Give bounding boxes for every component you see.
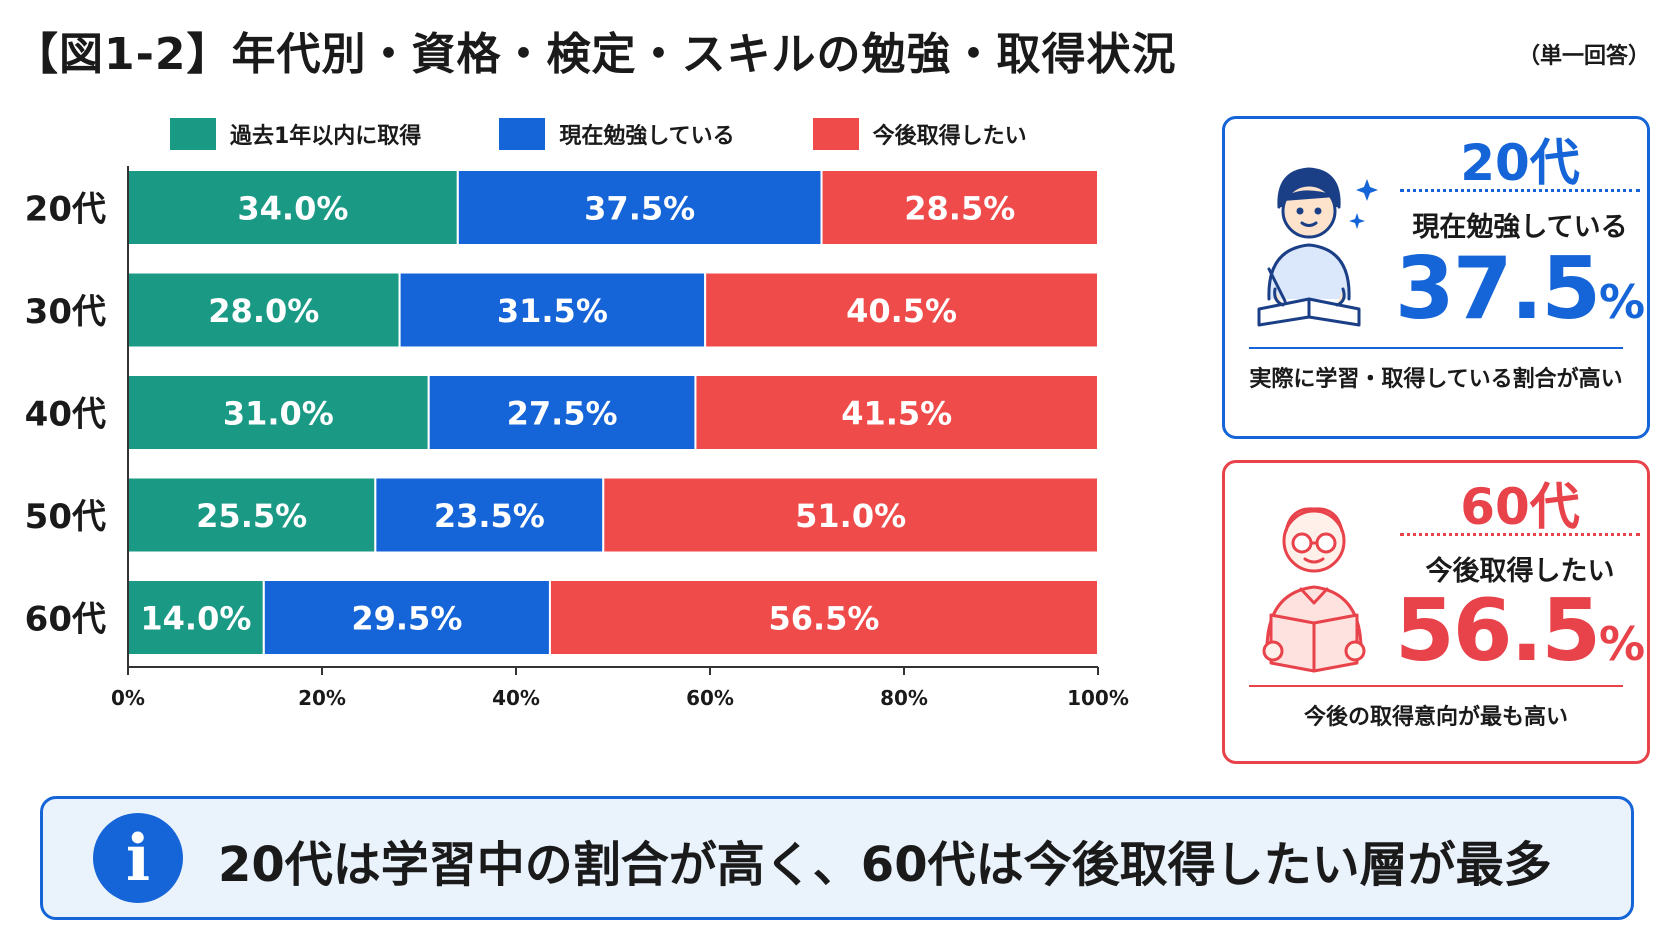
category-label: 40代 (25, 395, 106, 435)
card-age: 20代 (1460, 134, 1580, 192)
card-caption: 実際に学習・取得している割合が高い (1249, 367, 1623, 392)
data-label: 31.5% (497, 292, 608, 330)
card-value: 56.5% (1385, 581, 1655, 681)
card-caption: 今後の取得意向が最も高い (1303, 705, 1568, 730)
bar-segment (427, 374, 697, 451)
page-title: 【図1-2】年代別・資格・検定・スキルの勉強・取得状況 (14, 29, 1177, 80)
card-value: 37.5% (1385, 239, 1655, 339)
bar-segment (548, 579, 1099, 656)
data-label: 41.5% (841, 395, 952, 433)
data-label: 14.0% (140, 600, 251, 638)
data-label: 28.0% (208, 292, 319, 330)
summary-banner: i 20代は学習中の割合が高く、60代は今後取得したい層が最多 (40, 796, 1634, 920)
category-label: 50代 (25, 497, 106, 537)
data-label: 29.5% (351, 600, 462, 638)
card-label: 今後取得したい (1425, 556, 1615, 587)
bar-segment (127, 169, 459, 246)
bar-segment (820, 169, 1099, 246)
data-label: 28.5% (904, 190, 1015, 228)
data-label: 27.5% (507, 395, 618, 433)
legend-item-acquired: 過去1年以内に取得 (170, 118, 421, 150)
data-label: 37.5% (584, 190, 695, 228)
bar-segment (127, 579, 265, 656)
legend-label: 今後取得したい (872, 124, 1027, 149)
card-divider (1400, 189, 1640, 192)
bar-segment (456, 169, 823, 246)
stacked-bar-chart: 20代 34.0% 37.5% 28.5% 30代 28.0% 31.5% 40.5% 40代 3… (25, 166, 1129, 710)
card-value-unit: % (1599, 617, 1646, 671)
data-label: 25.5% (196, 497, 307, 535)
card-rule (1249, 685, 1623, 687)
student-studying-illustration (1257, 167, 1378, 327)
highlight-card-20s: 20代 現在勉強している 37.5% 実際に学習・取得している割合が高い (1222, 116, 1650, 439)
bar-segment (602, 476, 1099, 554)
x-tick-label: 60% (686, 686, 734, 710)
data-label: 51.0% (795, 497, 906, 535)
legend-swatch-green (170, 118, 216, 150)
x-tick-label: 20% (298, 686, 346, 710)
card-age: 60代 (1460, 478, 1580, 536)
category-label: 30代 (25, 292, 106, 332)
card-divider (1400, 533, 1640, 536)
answer-type-note: （単一回答） (1517, 44, 1650, 69)
card-label: 現在勉強している (1412, 212, 1628, 243)
category-label: 60代 (25, 600, 106, 640)
data-label: 23.5% (434, 497, 545, 535)
card-value-number: 56.5 (1394, 581, 1601, 681)
card-rule (1249, 347, 1623, 349)
legend-item-want: 今後取得したい (812, 118, 1027, 150)
category-label: 20代 (25, 190, 106, 230)
bar-segment (127, 476, 377, 554)
legend-item-studying: 現在勉強している (499, 118, 735, 150)
x-tick-label: 80% (880, 686, 928, 710)
legend-label: 現在勉強している (559, 124, 735, 149)
legend-label: 過去1年以内に取得 (230, 124, 422, 149)
data-label: 56.5% (768, 600, 879, 638)
bar-segment (694, 374, 1099, 451)
x-tick-label: 0% (111, 686, 145, 710)
data-label: 34.0% (237, 190, 348, 228)
bar-segment (127, 374, 430, 451)
info-icon: i (93, 813, 183, 903)
data-label: 31.0% (223, 395, 334, 433)
x-tick-label: 40% (492, 686, 540, 710)
senior-reading-illustration (1262, 507, 1366, 673)
bar-segment (398, 271, 707, 349)
card-value-unit: % (1599, 275, 1646, 329)
x-tick-label: 100% (1067, 686, 1129, 710)
card-value-number: 37.5 (1394, 239, 1601, 339)
highlight-card-60s: 60代 今後取得したい 56.5% 今後の取得意向が最も高い (1222, 460, 1650, 764)
data-label: 40.5% (846, 292, 957, 330)
chart-legend: 過去1年以内に取得 現在勉強している 今後取得したい (170, 118, 1105, 150)
legend-swatch-red (812, 118, 859, 150)
summary-text: 20代は学習中の割合が高く、60代は今後取得したい層が最多 (218, 837, 1552, 893)
legend-swatch-blue (499, 118, 546, 150)
bar-segment (262, 579, 551, 656)
bar-segment (704, 271, 1100, 349)
